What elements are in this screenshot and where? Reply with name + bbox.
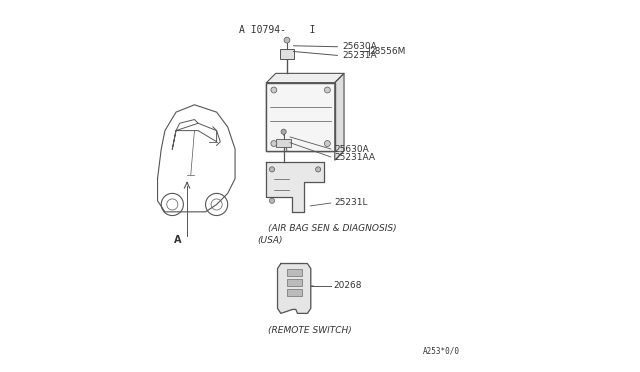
Polygon shape: [266, 73, 344, 83]
Text: (AIR BAG SEN & DIAGNOSIS): (AIR BAG SEN & DIAGNOSIS): [268, 224, 397, 233]
Text: A: A: [174, 235, 182, 245]
Text: 25231AA: 25231AA: [335, 153, 376, 163]
Bar: [266, 83, 335, 151]
Circle shape: [324, 141, 330, 147]
Circle shape: [271, 141, 277, 147]
Text: 20268: 20268: [333, 282, 362, 291]
Polygon shape: [266, 162, 324, 212]
Text: 28556M: 28556M: [370, 47, 406, 56]
Text: A I0794-    I: A I0794- I: [239, 25, 315, 35]
Text: 25630A: 25630A: [335, 145, 369, 154]
Bar: [287, 279, 301, 286]
Polygon shape: [278, 263, 311, 313]
Circle shape: [271, 87, 277, 93]
Circle shape: [284, 37, 290, 43]
Circle shape: [269, 198, 275, 203]
Circle shape: [269, 167, 275, 172]
Bar: [287, 289, 301, 296]
Text: 25630A: 25630A: [342, 42, 377, 51]
Bar: [287, 269, 301, 276]
Text: A253*0/0: A253*0/0: [423, 347, 460, 356]
Text: (USA): (USA): [257, 236, 283, 245]
Text: 25231A: 25231A: [342, 51, 377, 60]
Bar: [280, 49, 294, 59]
Circle shape: [316, 167, 321, 172]
Polygon shape: [335, 73, 344, 160]
Bar: [266, 83, 335, 151]
Circle shape: [281, 129, 286, 134]
Text: (REMOTE SWITCH): (REMOTE SWITCH): [268, 326, 352, 335]
Circle shape: [324, 87, 330, 93]
Text: 25231L: 25231L: [335, 198, 368, 207]
Bar: [276, 139, 291, 147]
